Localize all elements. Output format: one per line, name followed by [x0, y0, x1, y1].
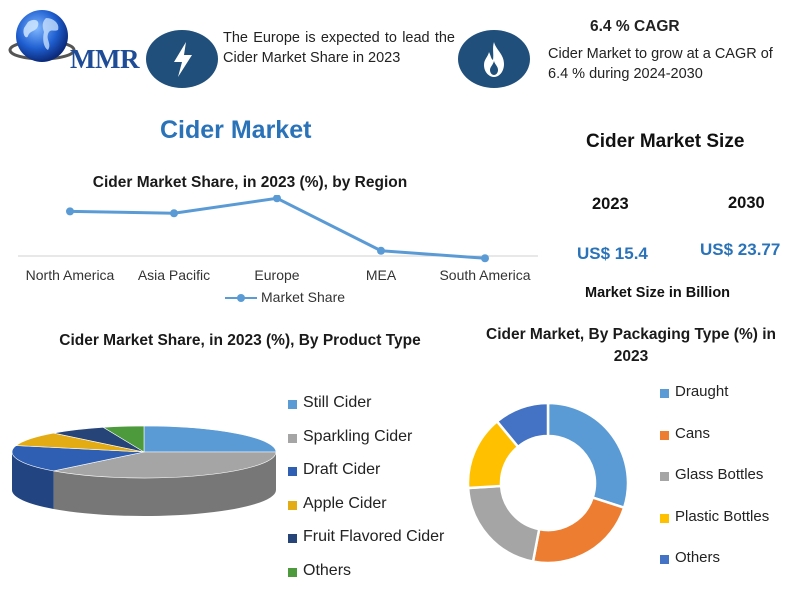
logo-text: MMR — [70, 44, 139, 74]
x-tick-label: North America — [26, 267, 115, 283]
legend-item: Fruit Flavored Cider — [288, 528, 444, 562]
legend-label: Draught — [675, 383, 729, 400]
legend-label: Still Cider — [303, 394, 372, 411]
donut-slice — [495, 401, 550, 449]
market-share-point — [66, 207, 74, 216]
legend-label: Glass Bottles — [675, 466, 764, 483]
packaging-donut-chart — [466, 401, 630, 565]
line-chart-title: Cider Market Share, in 2023 (%), by Regi… — [92, 174, 408, 191]
page-title: Cider Market — [160, 116, 312, 144]
legend-label: Apple Cider — [303, 494, 387, 512]
product-type-pie-chart — [11, 425, 277, 516]
legend-label: Cans — [675, 424, 711, 442]
product-legend: Still Cider Sparkling Cider Draft Cider App… — [288, 394, 444, 590]
region-line-chart: North America Asia Pacific Europe MEA South … — [18, 195, 538, 283]
value-2023: US$ 15.4 — [577, 244, 648, 263]
market-share-point — [377, 246, 385, 255]
pie-slice — [53, 451, 277, 479]
cagr-title: 6.4 % CAGR — [590, 18, 680, 35]
x-tick-label: Asia Pacific — [138, 267, 210, 283]
year-2030: 2030 — [728, 194, 765, 212]
pie-slice — [143, 425, 277, 453]
legend-item: Others — [288, 562, 444, 590]
legend-swatch — [288, 400, 297, 409]
market-share-point — [273, 195, 281, 203]
product-pie-title: Cider Market Share, in 2023 (%), By Prod… — [59, 332, 421, 349]
x-tick-label: Europe — [254, 267, 299, 283]
x-tick-label: MEA — [366, 267, 397, 283]
legend-item: Draft Cider — [288, 461, 444, 495]
legend-swatch — [288, 467, 297, 476]
line-legend-label: Market Share — [261, 289, 346, 305]
packaging-donut-title: Cider Market, By Packaging Type (%) in 2… — [486, 326, 776, 365]
pie-slice — [11, 445, 145, 472]
pie-slice-side — [12, 452, 54, 509]
lightning-bolt-icon — [174, 42, 192, 77]
market-share-point — [170, 209, 178, 218]
legend-item: Still Cider — [288, 394, 444, 428]
cagr-text: Cider Market to grow at a CAGR of 6.4 % … — [548, 46, 773, 82]
legend-label: Draft Cider — [303, 461, 381, 478]
year-2023: 2023 — [592, 195, 629, 213]
legend-swatch — [288, 534, 297, 543]
legend-item: Sparkling Cider — [288, 428, 444, 462]
donut-slice — [531, 495, 626, 565]
market-size-note: Market Size in Billion — [585, 285, 731, 301]
mmr-logo: MMR — [8, 4, 139, 78]
legend-label: Others — [675, 549, 721, 566]
packaging-legend: Draught Cans Glass Bottles Plastic Bottles O… — [660, 383, 769, 590]
value-2030: US$ 23.77 — [700, 240, 781, 259]
legend-swatch — [660, 513, 669, 523]
x-tick-label: South America — [439, 267, 530, 283]
legend-label: Sparkling Cider — [303, 427, 413, 445]
legend-item: Plastic Bottles — [660, 508, 769, 550]
legend-item: Draught — [660, 383, 769, 425]
flame-badge — [458, 30, 530, 88]
market-size-title: Cider Market Size — [586, 131, 745, 152]
legend-swatch — [660, 389, 669, 398]
legend-label: Others — [303, 561, 352, 579]
legend-swatch — [660, 430, 669, 440]
pie-slice — [102, 425, 145, 453]
lightning-badge — [146, 30, 218, 88]
donut-slice — [546, 401, 630, 510]
legend-label: Fruit Flavored Cider — [303, 528, 445, 545]
legend-label: Plastic Bottles — [675, 507, 770, 525]
legend-item: Cans — [660, 425, 769, 467]
legend-swatch — [660, 472, 669, 481]
legend-item: Others — [660, 549, 769, 590]
pie-slice-side — [53, 452, 276, 516]
flame-icon — [484, 42, 504, 77]
legend-swatch — [288, 433, 297, 443]
donut-slice — [466, 484, 541, 564]
globe-icon — [8, 10, 76, 62]
line-legend: Market Share — [225, 289, 345, 305]
legend-swatch — [288, 567, 297, 577]
europe-lead-text: The Europe is expected to lead the Cider… — [223, 30, 455, 66]
market-share-series-line — [69, 196, 486, 260]
legend-item: Apple Cider — [288, 495, 444, 529]
legend-swatch — [288, 500, 297, 510]
market-share-point — [481, 254, 489, 263]
legend-swatch — [660, 555, 669, 564]
legend-item: Glass Bottles — [660, 466, 769, 508]
line-legend-marker — [225, 293, 257, 303]
